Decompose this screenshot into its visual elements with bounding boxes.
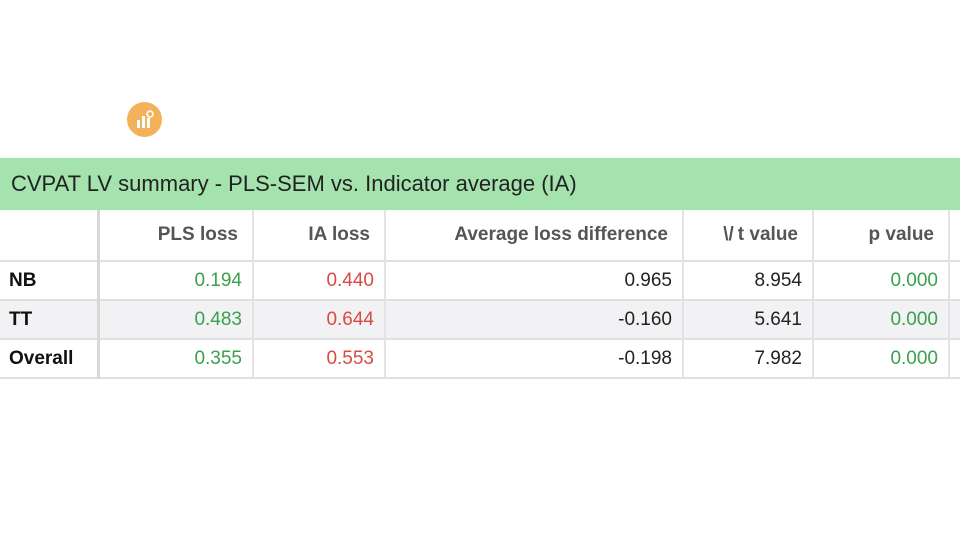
pls-loss-cell: 0.194 [98,261,254,300]
cvpat-summary-table: PLS loss IA loss Average loss difference… [0,210,960,379]
header-ia-loss[interactable]: IA loss [253,210,386,261]
header-t-value[interactable]: \/t value [683,210,814,261]
row-label: Overall [0,339,100,378]
table-row: Overall 0.355 0.553 -0.198 7.982 0.000 [0,339,960,378]
table-header-row: PLS loss IA loss Average loss difference… [0,210,960,261]
avg-loss-diff-cell: -0.198 [385,339,684,378]
chart-badge-icon [127,102,162,137]
ia-loss-cell: 0.553 [253,339,386,378]
table-row: NB 0.194 0.440 0.965 8.954 0.000 [0,261,960,300]
bar-chart-icon [136,109,154,128]
summary-title-bar: CVPAT LV summary - PLS-SEM vs. Indicator… [0,158,960,210]
table-row: TT 0.483 0.644 -0.160 5.641 0.000 [0,300,960,339]
header-row-label [0,210,100,261]
header-t-value-label: t value [737,224,798,245]
spacer-cell [949,339,960,378]
summary-table-container: PLS loss IA loss Average loss difference… [0,210,960,385]
sort-marker-icon: \/ [723,224,734,245]
ia-loss-cell: 0.644 [253,300,386,339]
header-pls-loss[interactable]: PLS loss [98,210,254,261]
pls-loss-cell: 0.355 [98,339,254,378]
spacer-cell [949,261,960,300]
p-value-cell: 0.000 [813,300,950,339]
spacer-cell [949,300,960,339]
t-value-cell: 5.641 [683,300,814,339]
row-label: NB [0,261,100,300]
avg-loss-diff-cell: -0.160 [385,300,684,339]
header-avg-loss-diff[interactable]: Average loss difference [385,210,684,261]
ia-loss-cell: 0.440 [253,261,386,300]
row-label: TT [0,300,100,339]
header-spacer [949,210,960,261]
t-value-cell: 7.982 [683,339,814,378]
pls-loss-cell: 0.483 [98,300,254,339]
header-p-value[interactable]: p value [813,210,950,261]
t-value-cell: 8.954 [683,261,814,300]
avg-loss-diff-cell: 0.965 [385,261,684,300]
p-value-cell: 0.000 [813,339,950,378]
summary-title: CVPAT LV summary - PLS-SEM vs. Indicator… [11,171,577,196]
p-value-cell: 0.000 [813,261,950,300]
